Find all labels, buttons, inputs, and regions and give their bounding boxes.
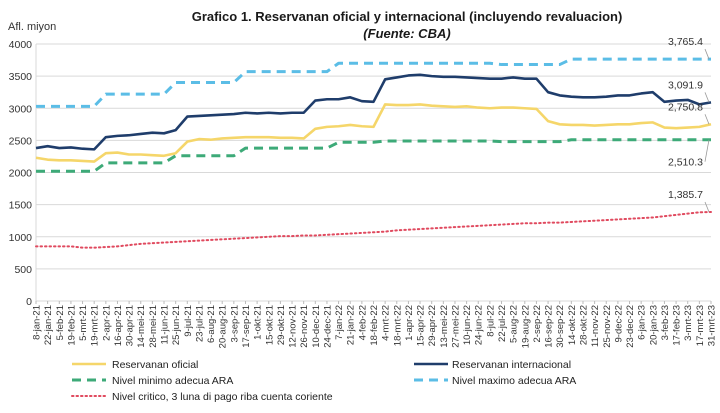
x-tick-label: 13-mei-22 [439, 305, 450, 348]
chart-title: Grafico 1. Reservanan oficial y internac… [192, 9, 623, 24]
x-tick-label: 9-jul-21 [183, 305, 194, 337]
x-tick-label: 11-nov-22 [590, 305, 601, 347]
y-tick-label: 1500 [9, 200, 33, 212]
chart-subtitle: (Fuente: CBA) [363, 26, 450, 41]
legend-label-reservanan-internacional: Reservanan internacional [452, 359, 571, 371]
y-tick-label: 2000 [9, 168, 33, 180]
x-tick-label: 17-sep-21 [241, 305, 252, 348]
x-tick-label: 18-feb-22 [369, 305, 380, 346]
x-tick-label: 24-jun-22 [474, 305, 485, 345]
x-tick-label: 17-feb-23 [672, 305, 683, 346]
data-label: 1,385.7 [668, 189, 703, 201]
data-label: 2,510.3 [668, 157, 703, 169]
y-axis-label: Afl. miyon [8, 21, 56, 33]
y-tick-label: 0 [26, 296, 32, 308]
y-tick-labels: 0 500 1000 1500 2000 2500 3000 3500 4000 [9, 39, 33, 308]
x-tick-label: 2-apr-21 [101, 305, 112, 341]
x-tick-label: 19-mrt-21 [90, 305, 101, 346]
x-tick-label: 19-feb-21 [66, 305, 77, 346]
y-tick-label: 1000 [9, 232, 33, 244]
data-label: 2,750.8 [668, 101, 703, 113]
x-tick-label: 22-jan-21 [43, 305, 54, 345]
x-tick-label: 22-jul-22 [497, 305, 508, 342]
legend: Reservanan oficial Reservanan internacio… [71, 359, 576, 403]
data-label-leader [704, 201, 710, 213]
y-tick-label: 2500 [9, 135, 33, 147]
x-tick-label: 10-dec-21 [311, 305, 322, 348]
x-tick-label: 9-dec-22 [613, 305, 624, 343]
y-tick-label: 500 [14, 264, 32, 276]
x-tick-label: 26-nov-21 [299, 305, 310, 348]
x-tick-label: 17-mrt-23 [695, 305, 706, 346]
x-tick-label: 7-jan-22 [334, 305, 345, 340]
x-tick-label: 31-mrt-23 [707, 305, 718, 346]
x-tick-label: 30-sep-22 [555, 305, 566, 348]
x-tick-label: 12-nov-21 [288, 305, 299, 348]
x-tick-label: 5-feb-21 [55, 305, 66, 340]
legend-label-nivel-maximo: Nivel maximo adecua ARA [452, 375, 576, 387]
y-tick-label: 3500 [9, 71, 33, 83]
x-tick-label: 29-apr-22 [427, 305, 438, 346]
legend-label-nivel-critico: Nivel critico, 3 luna di pago riba cuent… [112, 391, 333, 403]
x-tick-label: 6-jan-23 [637, 305, 648, 340]
legend-label-nivel-minimo: Nivel minimo adecua ARA [112, 375, 233, 387]
x-tick-label: 11-jun-21 [160, 305, 171, 344]
x-tick-label: 10-jun-22 [462, 305, 473, 345]
x-tick-label: 30-apr-21 [125, 305, 136, 346]
data-label-leader [704, 139, 710, 162]
x-tick-label: 23-jul-21 [194, 305, 205, 342]
series-line-nivel-minimo-adecua-ara [36, 138, 712, 173]
series-line-reservanan-internacional [35, 73, 712, 151]
x-tick-label: 20-aug-21 [218, 305, 229, 348]
x-tick-label: 20-jan-23 [648, 305, 659, 345]
x-tick-label: 19-aug-22 [520, 305, 531, 348]
x-tick-label: 3-sep-21 [229, 305, 240, 343]
x-tick-label: 24-dec-21 [322, 305, 333, 348]
x-tick-labels: 8-jan-21 22-jan-21 5-feb-21 19-feb-21 5-mrt-… [32, 301, 718, 348]
data-label: 3,091.9 [668, 79, 703, 91]
series-line-reservanan-oficial [35, 103, 712, 163]
series-group [35, 57, 712, 249]
x-tick-label: 28-mei-21 [148, 305, 159, 348]
x-tick-label: 23-dec-22 [625, 305, 636, 348]
x-tick-label: 18-mrt-22 [392, 305, 403, 346]
x-tick-label: 16-apr-21 [113, 305, 124, 346]
x-tick-label: 1-apr-22 [404, 305, 415, 341]
data-label: 3,765.4 [668, 36, 703, 48]
x-tick-label: 4-feb-22 [357, 305, 368, 340]
x-tick-label: 28-okt-22 [578, 305, 589, 345]
x-tick-label: 25-nov-22 [602, 305, 613, 348]
x-tick-label: 5-mrt-21 [78, 305, 89, 341]
x-tick-label: 8-jan-21 [32, 305, 43, 340]
data-label-leader [704, 114, 710, 125]
x-tick-label: 25-jun-21 [171, 305, 182, 345]
y-tick-label: 4000 [9, 39, 33, 51]
data-label-leader [704, 92, 710, 103]
data-labels: 3,765.4 3,091.9 2,750.8 2,510.3 1,385.7 [668, 36, 710, 213]
x-tick-label: 21-jan-22 [346, 305, 357, 345]
x-tick-label: 14-mei-21 [136, 305, 147, 348]
x-tick-label: 27-mei-22 [450, 305, 461, 348]
x-tick-label: 15-apr-22 [416, 305, 427, 346]
x-tick-label: 3-feb-23 [660, 305, 671, 340]
x-tick-label: 15-okt-21 [264, 305, 275, 345]
x-tick-label: 5-aug-22 [509, 305, 520, 343]
x-tick-label: 1-okt-21 [253, 305, 264, 340]
x-tick-label: 8-jul-22 [485, 305, 496, 337]
data-label-leader [704, 48, 710, 60]
x-tick-label: 14-okt-22 [567, 305, 578, 345]
x-tick-label: 16-sep-22 [544, 305, 555, 348]
x-tick-label: 6-aug-21 [206, 305, 217, 343]
gridlines [35, 43, 711, 302]
legend-label-reservanan-oficial: Reservanan oficial [112, 359, 198, 371]
y-tick-label: 3000 [9, 103, 33, 115]
series-line-nivel-critico-3-luna-di-pago-riba-cuenta-coriente [35, 210, 712, 249]
x-tick-label: 2-sep-22 [532, 305, 543, 343]
x-tick-label: 3-mrt-23 [683, 305, 694, 341]
x-tick-label: 29-okt-21 [276, 305, 287, 345]
x-tick-label: 4-mrt-22 [381, 305, 392, 341]
